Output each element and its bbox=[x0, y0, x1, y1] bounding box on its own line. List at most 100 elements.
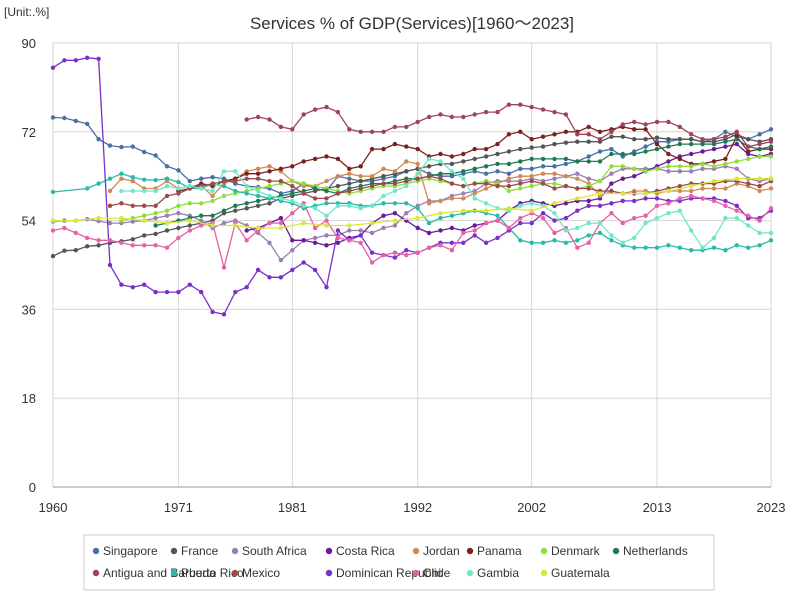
data-point bbox=[255, 114, 261, 120]
data-point bbox=[438, 198, 443, 204]
data-point bbox=[415, 206, 420, 211]
data-point bbox=[278, 178, 284, 184]
data-point bbox=[358, 228, 363, 233]
data-point bbox=[495, 109, 500, 115]
data-point bbox=[552, 181, 557, 186]
data-point bbox=[597, 159, 603, 164]
data-point bbox=[597, 230, 603, 236]
data-point bbox=[347, 181, 352, 186]
data-point bbox=[677, 188, 682, 194]
series-gambia bbox=[119, 156, 774, 250]
data-point bbox=[312, 196, 318, 201]
chart-title: Services % of GDP(Services)[1960～2023] bbox=[250, 14, 574, 33]
data-point bbox=[506, 132, 512, 137]
data-point bbox=[119, 171, 124, 176]
data-point bbox=[153, 153, 158, 158]
data-point bbox=[518, 166, 523, 171]
data-point bbox=[449, 114, 455, 120]
data-point bbox=[415, 225, 420, 231]
data-point bbox=[632, 215, 637, 221]
data-point bbox=[176, 168, 181, 173]
data-point bbox=[369, 260, 375, 265]
data-point bbox=[757, 141, 762, 147]
data-point bbox=[518, 220, 523, 226]
data-point bbox=[632, 119, 637, 125]
data-point bbox=[426, 220, 432, 226]
legend-label: Panama bbox=[477, 544, 522, 558]
data-point bbox=[73, 118, 79, 124]
data-point bbox=[130, 203, 135, 208]
data-point bbox=[757, 146, 762, 152]
data-point bbox=[369, 250, 375, 255]
data-point bbox=[438, 151, 443, 157]
data-point bbox=[689, 248, 694, 253]
data-point bbox=[597, 220, 603, 226]
data-point bbox=[96, 56, 101, 61]
data-point bbox=[290, 211, 295, 216]
data-point bbox=[221, 169, 227, 174]
data-point bbox=[586, 220, 591, 226]
data-point bbox=[506, 225, 512, 231]
data-point bbox=[677, 156, 682, 162]
data-point bbox=[221, 208, 227, 213]
data-point bbox=[677, 137, 682, 142]
data-point bbox=[620, 220, 625, 226]
data-point bbox=[586, 233, 591, 238]
data-point bbox=[689, 164, 694, 169]
data-point bbox=[495, 169, 500, 174]
legend-label: Netherlands bbox=[623, 544, 688, 558]
data-point bbox=[529, 240, 534, 245]
data-point bbox=[483, 164, 489, 169]
data-point bbox=[632, 137, 637, 142]
data-point bbox=[358, 164, 363, 169]
data-point bbox=[347, 228, 352, 233]
data-point bbox=[369, 230, 375, 236]
data-point bbox=[768, 238, 774, 243]
data-point bbox=[609, 181, 614, 186]
data-point bbox=[199, 213, 204, 218]
data-point bbox=[153, 243, 158, 248]
data-point bbox=[540, 181, 546, 186]
data-point bbox=[666, 188, 671, 194]
data-point bbox=[643, 196, 648, 201]
data-point bbox=[199, 218, 204, 223]
legend-marker bbox=[466, 547, 474, 555]
legend-item: France bbox=[170, 544, 219, 558]
data-point bbox=[449, 225, 455, 231]
data-point bbox=[119, 282, 124, 287]
data-point bbox=[290, 127, 295, 132]
data-point bbox=[73, 248, 79, 253]
data-point bbox=[723, 129, 728, 134]
data-point bbox=[267, 275, 272, 280]
data-point bbox=[654, 166, 660, 171]
data-point bbox=[142, 213, 147, 218]
data-point bbox=[643, 122, 648, 127]
data-point bbox=[575, 225, 580, 231]
data-point bbox=[620, 122, 625, 127]
data-point bbox=[609, 164, 614, 169]
data-point bbox=[244, 183, 249, 189]
data-point bbox=[381, 174, 386, 179]
data-point bbox=[210, 175, 215, 180]
data-point bbox=[142, 177, 147, 182]
data-point bbox=[449, 169, 455, 174]
data-point bbox=[757, 188, 762, 194]
y-tick-label: 72 bbox=[22, 125, 36, 140]
data-point bbox=[404, 144, 409, 149]
data-point bbox=[278, 215, 284, 221]
data-point bbox=[563, 183, 569, 189]
data-point bbox=[244, 206, 249, 211]
data-point bbox=[711, 141, 717, 147]
data-point bbox=[575, 208, 580, 213]
data-point bbox=[119, 144, 124, 150]
series-line bbox=[121, 158, 771, 249]
data-point bbox=[540, 240, 546, 245]
data-point bbox=[643, 220, 648, 226]
data-point bbox=[483, 240, 489, 245]
data-point bbox=[244, 176, 249, 181]
data-point bbox=[689, 137, 694, 142]
data-point bbox=[312, 235, 318, 241]
data-point bbox=[324, 285, 329, 290]
data-point bbox=[426, 245, 432, 250]
data-point bbox=[347, 127, 352, 132]
